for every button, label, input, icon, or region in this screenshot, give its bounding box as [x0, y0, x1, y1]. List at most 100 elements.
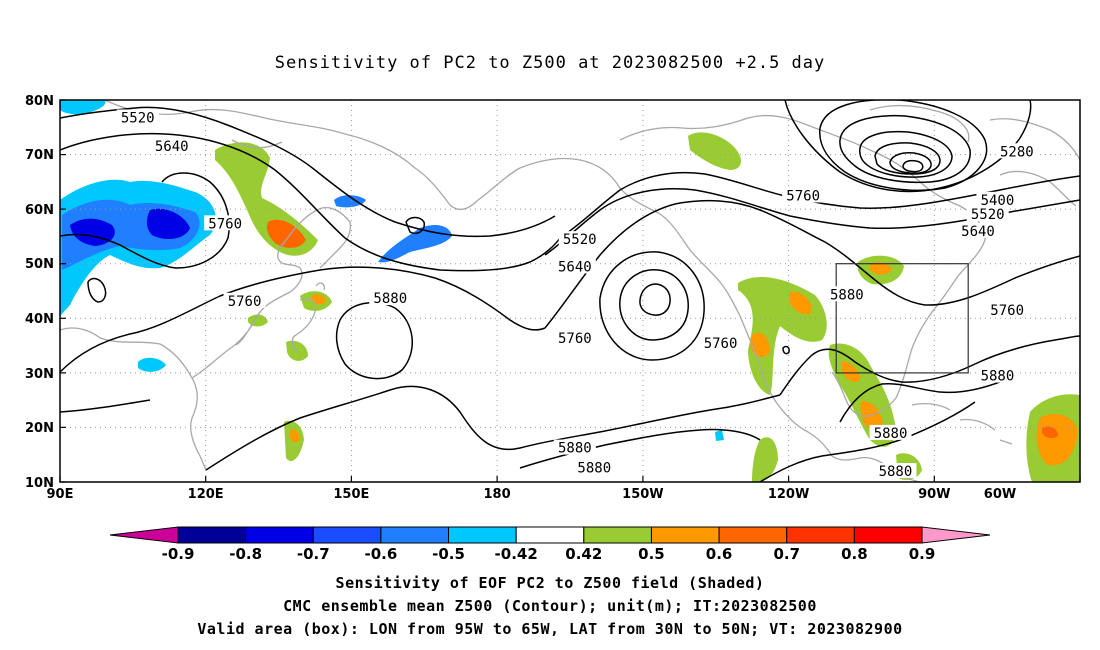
- lon-label-120w: 120W: [768, 487, 809, 502]
- colorbar-box: [245, 526, 314, 544]
- caption-line-1: Sensitivity of EOF PC2 to Z500 field (Sh…: [335, 574, 765, 592]
- shade-negative-small-a: [138, 357, 166, 372]
- lon-label-150w: 150W: [622, 487, 663, 502]
- contour-label: 5640: [558, 259, 592, 275]
- lon-label-120e: 120E: [188, 487, 224, 502]
- contour-label: 5760: [990, 303, 1024, 319]
- contour-label-bg: [976, 191, 1019, 207]
- sensitivity-shading: [60, 100, 724, 441]
- colorbar-box: [380, 526, 450, 544]
- lon-label-60w: 60W: [984, 487, 1016, 502]
- contour-5760-siberia: [60, 172, 230, 269]
- colorbar-box: [786, 526, 855, 544]
- contour-label-bg: [782, 187, 825, 203]
- shade-negative-siberia-core: [70, 208, 190, 246]
- contour-small-loop-b: [405, 216, 426, 234]
- shade-negative-okhotsk: [334, 195, 366, 208]
- contour-label-bg: [825, 286, 868, 302]
- coastline-okhotsk: [291, 206, 352, 269]
- z500-contours: [60, 100, 1080, 482]
- shade-negative-small-b: [715, 430, 724, 441]
- shade-positive-us-west-core: [750, 291, 812, 358]
- colorbar-tick-label: 0.7: [773, 545, 800, 563]
- coastline-asia-north: [104, 100, 479, 211]
- contour-label-bg: [976, 367, 1019, 383]
- contour-label-bg: [966, 206, 1009, 222]
- colorbar-tick-label: 0.9: [909, 545, 936, 563]
- lat-label-60n: 60N: [25, 203, 54, 218]
- colorbar-box: [312, 526, 382, 544]
- contour-label-bg: [204, 215, 247, 231]
- axis-tick-marks: [59, 99, 1081, 483]
- contour-label-bg: [553, 439, 596, 455]
- contour-5760-bend: [544, 199, 1080, 329]
- colorbar-low-triangle: [109, 526, 179, 544]
- shade-positive-great-lakes-core: [870, 262, 892, 275]
- lon-label-90w: 90W: [918, 487, 950, 502]
- coastline-asia: [60, 231, 303, 471]
- contour-label: 5880: [373, 291, 407, 307]
- contour-label: 5280: [1000, 144, 1034, 160]
- contour-label: 5520: [121, 110, 155, 126]
- lat-label-10n: 10N: [25, 476, 54, 491]
- contour-label-bg: [558, 231, 601, 247]
- colorbar-tick-label: -0.42: [495, 545, 538, 563]
- contour-label: 5520: [971, 207, 1005, 223]
- contour-5640-west: [60, 132, 561, 272]
- contour-label-bg: [573, 459, 616, 475]
- colorbar-tick-label: 0.8: [841, 545, 868, 563]
- colorbar-boxes: [177, 526, 923, 544]
- contour-label: 5520: [563, 232, 597, 248]
- shade-positive-alaska-north: [688, 132, 742, 170]
- contour-label: 5880: [577, 460, 611, 476]
- coastline-caribbean: [911, 403, 1013, 445]
- contour-label-bg: [369, 290, 412, 306]
- contour-label: 5640: [961, 224, 995, 240]
- contour-label: 5760: [704, 336, 738, 352]
- contour-5760-low-mid: [619, 269, 689, 341]
- lon-label-90e: 90E: [47, 487, 74, 502]
- contour-label: 5760: [228, 294, 262, 310]
- contour-label: 5760: [208, 216, 242, 232]
- colorbar-box: [177, 526, 247, 544]
- lon-label-180: 180: [484, 487, 511, 502]
- contour-low-ring-6: [902, 159, 924, 173]
- colorbar-tick-label: -0.7: [297, 545, 330, 563]
- contour-5520-west: [60, 106, 556, 238]
- colorbar-box: [718, 526, 788, 544]
- map-title: Sensitivity of PC2 to Z500 at 2023082500…: [275, 53, 826, 73]
- contour-5760-low-outer: [599, 251, 705, 361]
- contour-label: 5880: [874, 426, 908, 442]
- contour-5640-bend: [544, 188, 1080, 256]
- lat-label-50n: 50N: [25, 257, 54, 272]
- valid-area-box: [835, 263, 969, 374]
- contour-label-bg: [553, 329, 596, 345]
- contour-label: 5880: [879, 464, 913, 480]
- contour-5880-caribbean: [759, 401, 976, 482]
- colorbar-tick-label: 0.5: [638, 545, 665, 563]
- contour-label: 5760: [786, 189, 820, 205]
- shade-positive-kamchatka-core: [266, 219, 306, 248]
- contour-5760-west-main: [60, 266, 546, 373]
- colorbar-tick-label: -0.6: [365, 545, 398, 563]
- contour-label-bg: [869, 424, 912, 440]
- colorbar-high-triangle: [921, 526, 991, 544]
- contour-5880-east-lower: [839, 379, 1006, 423]
- contour-label-bg: [874, 463, 917, 479]
- contour-low-ring-5: [889, 152, 932, 174]
- contour-5880-east: [779, 335, 1080, 396]
- contour-low-ring-3: [859, 130, 953, 178]
- contour-label-bg: [986, 302, 1029, 318]
- coastline-bering: [477, 157, 833, 457]
- lon-label-150e: 150E: [333, 487, 369, 502]
- colorbar-labels: -0.9 -0.8 -0.7 -0.6 -0.5 -0.42 0.42 0.5 0.6 0.7 0.…: [162, 545, 936, 563]
- contour-label-bg: [995, 143, 1038, 159]
- map-frame: [59, 99, 1081, 483]
- colorbar-tick-label: 0.6: [706, 545, 733, 563]
- contour-label-bg: [553, 258, 596, 274]
- colorbar-tick-label: -0.9: [162, 545, 195, 563]
- lat-label-80n: 80N: [25, 94, 54, 109]
- colorbar: -0.9 -0.8 -0.7 -0.6 -0.5 -0.42 0.42 0.5 0.6 0.7 0.…: [109, 526, 991, 563]
